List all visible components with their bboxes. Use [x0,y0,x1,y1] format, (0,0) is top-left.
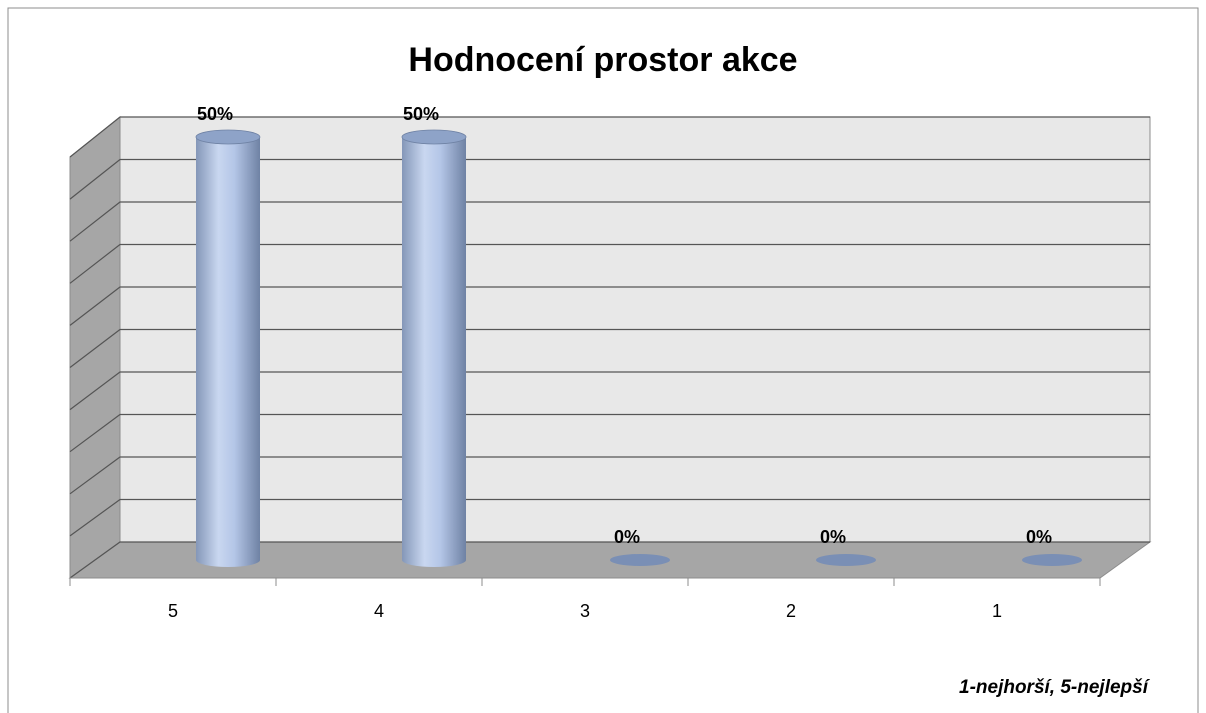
grid-line [69,371,1150,411]
side-wall [69,115,121,579]
bar [610,554,670,566]
grid-line [69,541,1150,579]
x-tick-label: 1 [992,601,1002,621]
grid-line [69,243,1150,284]
grid-line [69,201,1150,242]
grid-line [69,286,1150,326]
grid-line [69,498,1150,537]
grid-line [69,158,1150,200]
x-tick-label: 5 [168,601,178,621]
x-tick-label: 3 [580,601,590,621]
bar [195,129,261,567]
chart-title: Hodnocení prostor akce [408,41,797,79]
value-label: 0% [820,527,846,547]
bar [816,554,876,566]
axis-note: 1-nejhorší, 5-nejlepší [959,677,1151,698]
value-label: 50% [197,104,233,124]
bar [401,129,467,567]
x-tick-label: 4 [374,601,384,621]
value-label: 0% [614,527,640,547]
x-tick-label: 2 [786,601,796,621]
grid-line [69,456,1150,495]
grid-line [69,328,1150,368]
grid-line [69,116,1150,158]
bar [1022,554,1082,566]
value-label: 0% [1026,527,1052,547]
value-label: 50% [403,104,439,124]
grid-line [69,413,1150,453]
